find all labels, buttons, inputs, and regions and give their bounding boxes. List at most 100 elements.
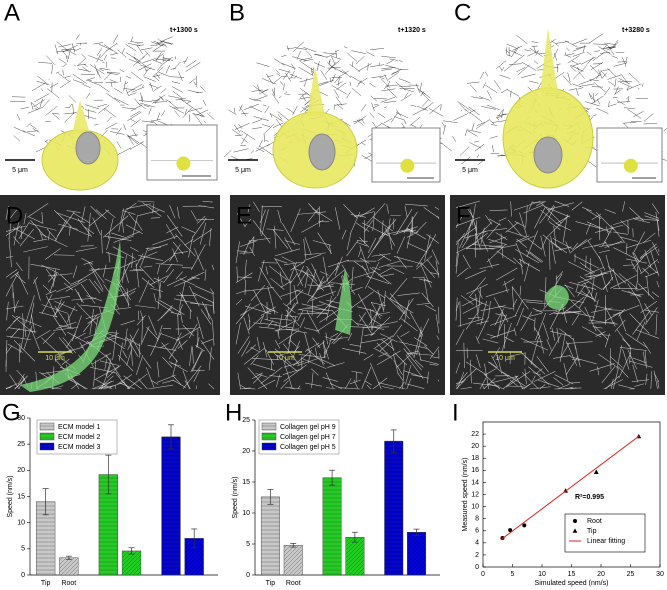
mesh-fiber [125, 75, 132, 79]
fiber [92, 217, 101, 236]
fiber [592, 299, 599, 322]
fiber [507, 219, 522, 236]
mesh-fiber [333, 104, 336, 110]
fiber [455, 242, 459, 267]
mesh-fiber [383, 85, 389, 90]
fiber [190, 350, 203, 372]
fiber [535, 312, 547, 341]
fiber [259, 302, 271, 311]
mesh-fiber [336, 81, 343, 86]
fiber [128, 290, 136, 296]
fiber [126, 338, 139, 357]
fiber [359, 237, 370, 248]
fiber [627, 349, 638, 370]
y-tick-label: 20 [242, 448, 250, 455]
fiber [603, 379, 623, 390]
mesh-fiber [33, 99, 45, 108]
mesh-fiber [154, 98, 161, 104]
mesh-fiber [496, 60, 507, 69]
fiber [175, 326, 201, 342]
mesh-fiber [142, 84, 144, 88]
fiber [252, 220, 271, 244]
mesh-fiber [391, 70, 399, 74]
fiber [507, 385, 524, 388]
time-label: t+1300 s [170, 27, 198, 34]
fiber [188, 236, 193, 258]
fiber [252, 372, 263, 380]
mesh-fiber [69, 51, 77, 56]
mesh-fiber [386, 60, 394, 65]
fiber [176, 294, 197, 297]
mesh-fiber [320, 69, 328, 80]
fiber [324, 265, 339, 284]
fiber [655, 314, 658, 336]
mesh-fiber [421, 99, 429, 107]
fiber [172, 248, 178, 263]
fiber [474, 247, 502, 251]
mesh-fiber [13, 126, 26, 133]
fiber [595, 331, 606, 337]
fiber [274, 258, 288, 264]
fiber [47, 273, 57, 283]
mesh-fiber [157, 38, 168, 48]
fiber [464, 231, 487, 239]
fiber [296, 358, 319, 367]
fiber [239, 240, 257, 248]
fiber [317, 232, 332, 254]
fiber [368, 301, 385, 326]
annotation: R²=0.995 [575, 494, 604, 501]
fiber [259, 266, 273, 289]
inset-cell [400, 158, 415, 173]
fiber [406, 350, 419, 355]
fiber [41, 264, 59, 274]
fiber [335, 262, 339, 271]
mesh-fiber [585, 101, 600, 107]
fiber [252, 236, 255, 252]
fiber [379, 253, 392, 262]
mesh-fiber [605, 42, 617, 46]
fiber [598, 334, 611, 336]
fiber [261, 209, 269, 237]
fiber [622, 201, 626, 212]
fiber [357, 240, 368, 242]
fiber [13, 300, 19, 311]
y-tick-label: 15 [242, 479, 250, 486]
fiber [462, 255, 471, 269]
fiber [406, 378, 412, 390]
fiber [437, 379, 440, 382]
fiber [125, 224, 143, 235]
fiber [23, 320, 27, 337]
fiber [429, 346, 440, 359]
fiber [316, 296, 337, 319]
error-bar [65, 555, 72, 560]
mesh-fiber [357, 77, 368, 85]
fiber [489, 236, 507, 244]
fiber [327, 362, 345, 368]
fiber [63, 282, 74, 291]
mesh-fiber [155, 52, 162, 61]
mesh-fiber [261, 78, 277, 85]
fiber [366, 203, 386, 225]
fiber [252, 201, 260, 213]
mesh-fiber [131, 71, 144, 82]
fiber [610, 378, 614, 390]
fiber [177, 314, 179, 335]
fiber [565, 355, 579, 376]
fiber [165, 263, 173, 273]
fiber [285, 328, 308, 334]
fiber [613, 216, 640, 226]
mesh-fiber [251, 89, 264, 92]
mesh-fiber [99, 67, 110, 71]
fiber [409, 312, 423, 335]
fiber [247, 204, 251, 213]
fiber [54, 299, 62, 315]
mesh-fiber [171, 81, 181, 84]
mesh-fiber [349, 81, 351, 86]
fiber [622, 348, 630, 370]
mesh-fiber [395, 81, 406, 91]
fiber [525, 301, 550, 305]
fiber [315, 283, 334, 291]
fiber [156, 361, 160, 378]
mesh-fiber [122, 107, 137, 110]
mesh-fiber [285, 72, 291, 82]
